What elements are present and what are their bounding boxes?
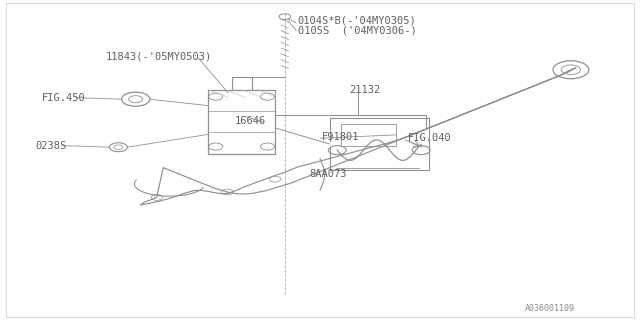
Text: 16646: 16646 xyxy=(235,116,266,126)
Text: 8AA073: 8AA073 xyxy=(309,169,347,180)
Text: 11843(-'05MY0503): 11843(-'05MY0503) xyxy=(106,51,212,61)
Text: F91801: F91801 xyxy=(322,132,360,142)
Text: A036001109: A036001109 xyxy=(525,304,575,313)
Text: FIG.040: FIG.040 xyxy=(408,132,452,143)
Bar xyxy=(208,90,275,154)
Text: 21132: 21132 xyxy=(349,84,380,95)
Text: 0238S: 0238S xyxy=(35,140,67,151)
Text: 0104S*B(-'04MY0305): 0104S*B(-'04MY0305) xyxy=(298,16,417,26)
Bar xyxy=(341,124,396,146)
Text: 0105S  ('04MY0306-): 0105S ('04MY0306-) xyxy=(298,25,417,36)
Text: FIG.450: FIG.450 xyxy=(42,92,85,103)
